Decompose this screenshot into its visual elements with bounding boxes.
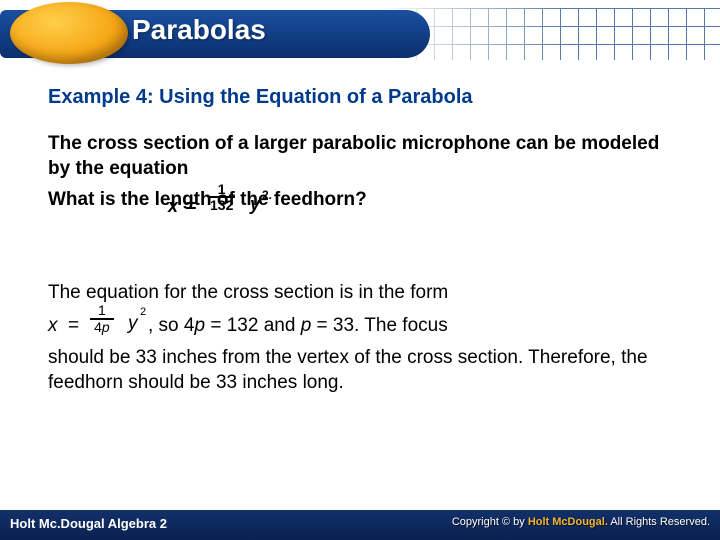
ie-x: x: [48, 313, 58, 338]
content: Example 4: Using the Equation of a Parab…: [48, 86, 680, 395]
equation-1: x = 1 132 y 2.: [168, 186, 680, 228]
ie-numerator: 1: [90, 303, 114, 320]
ie-rest-p1: p: [194, 315, 205, 336]
eq-equals: =: [186, 196, 197, 217]
solution-text: The equation for the cross section is in…: [48, 280, 680, 395]
header-grid-fade: [380, 6, 720, 62]
ie-rest-b: = 132 and: [205, 315, 301, 336]
copyright-label: Copyright © by: [452, 516, 525, 528]
eq-numerator: 1: [208, 182, 235, 198]
footer: Holt Mc.Dougal Algebra 2 Copyright © by …: [0, 510, 720, 540]
solution-line-3: should be 33 inches from the vertex of t…: [48, 345, 680, 395]
solution-line-1: The equation for the cross section is in…: [48, 280, 680, 305]
eq-exponent: 2.: [262, 188, 272, 202]
eq-denominator: 132: [208, 198, 235, 213]
header: Parabolas: [0, 0, 720, 70]
example-heading: Example 4: Using the Equation of a Parab…: [48, 86, 680, 109]
ie-fraction: 1 4p: [90, 303, 114, 335]
chapter-title: Parabolas: [132, 14, 266, 46]
footer-book: Holt Mc.Dougal Algebra 2: [10, 516, 167, 531]
slide: Parabolas Example 4: Using the Equation …: [0, 0, 720, 540]
ie-denominator: 4p: [90, 320, 114, 335]
ie-rest: , so 4p = 132 and p = 33. The focus: [148, 313, 448, 338]
eq-fraction: 1 132: [208, 182, 235, 213]
ie-y: y: [128, 311, 138, 336]
publisher: Holt McDougal.: [528, 516, 608, 528]
eq-x: x: [168, 196, 178, 217]
ie-den-4: 4: [94, 319, 102, 335]
problem-line-1: The cross section of a larger parabolic …: [48, 131, 680, 181]
ie-rest-c: = 33. The focus: [311, 315, 447, 336]
ie-equals: =: [68, 313, 79, 338]
footer-copyright: Copyright © by Holt McDougal. All Rights…: [452, 516, 710, 528]
ie-rest-p2: p: [301, 315, 312, 336]
ie-exponent: 2: [140, 305, 146, 320]
inline-equation: x = 1 4p y 2 , so 4p = 132 and p = 33. T…: [48, 305, 680, 345]
header-oval-icon: [10, 2, 128, 64]
rights: All Rights Reserved.: [610, 516, 710, 528]
ie-rest-a: , so 4: [148, 315, 194, 336]
ie-den-p: p: [102, 319, 110, 335]
eq-y: y: [250, 194, 260, 215]
